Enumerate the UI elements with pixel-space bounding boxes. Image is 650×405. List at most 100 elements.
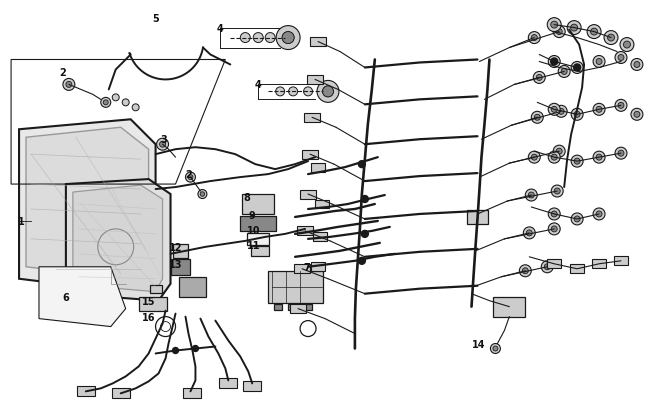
Bar — [304, 113, 320, 122]
Circle shape — [322, 87, 333, 98]
Text: 4: 4 — [255, 80, 261, 90]
Bar — [138, 297, 166, 311]
Circle shape — [571, 25, 578, 32]
Bar — [170, 259, 190, 275]
Circle shape — [623, 42, 630, 49]
Circle shape — [593, 104, 605, 116]
Text: 7: 7 — [304, 262, 311, 272]
Circle shape — [593, 209, 605, 220]
Circle shape — [574, 216, 580, 222]
Circle shape — [361, 196, 369, 203]
Bar — [307, 76, 323, 85]
Text: 12: 12 — [169, 242, 182, 252]
Circle shape — [551, 22, 558, 29]
Circle shape — [531, 36, 538, 41]
Circle shape — [276, 27, 300, 50]
Polygon shape — [19, 120, 155, 294]
Text: 8: 8 — [244, 192, 251, 202]
Bar — [268, 271, 322, 303]
Text: 11: 11 — [246, 240, 260, 250]
Circle shape — [122, 100, 129, 107]
Circle shape — [132, 104, 139, 111]
Circle shape — [358, 258, 365, 264]
Circle shape — [561, 69, 567, 75]
Circle shape — [631, 109, 643, 121]
Circle shape — [548, 152, 560, 164]
Circle shape — [528, 192, 534, 198]
Circle shape — [615, 52, 627, 64]
Circle shape — [553, 146, 566, 158]
Bar — [274, 304, 282, 310]
Circle shape — [558, 109, 564, 115]
Bar — [547, 260, 561, 269]
Circle shape — [112, 95, 119, 102]
Circle shape — [571, 213, 583, 225]
Circle shape — [551, 107, 557, 113]
Text: 10: 10 — [246, 225, 260, 235]
Circle shape — [615, 100, 627, 112]
Bar — [592, 260, 606, 269]
Bar — [80, 297, 102, 307]
Circle shape — [596, 211, 602, 217]
Circle shape — [551, 185, 563, 198]
Circle shape — [634, 112, 640, 118]
Circle shape — [608, 35, 614, 42]
Bar — [311, 263, 326, 272]
Bar — [310, 38, 326, 47]
Circle shape — [66, 82, 72, 88]
Text: 3: 3 — [160, 135, 167, 145]
Bar — [302, 150, 318, 159]
Text: 2: 2 — [60, 68, 66, 78]
Circle shape — [551, 155, 557, 161]
Circle shape — [553, 27, 566, 38]
Circle shape — [361, 231, 369, 238]
Circle shape — [591, 29, 597, 36]
Circle shape — [531, 155, 538, 161]
Polygon shape — [66, 180, 170, 301]
Bar — [467, 211, 488, 224]
Circle shape — [558, 66, 570, 78]
Circle shape — [304, 87, 313, 97]
Circle shape — [536, 75, 542, 81]
Circle shape — [556, 30, 562, 36]
Circle shape — [631, 60, 643, 71]
Circle shape — [526, 230, 532, 236]
Text: 1: 1 — [18, 216, 25, 226]
Bar — [297, 227, 313, 236]
Bar — [493, 297, 525, 317]
Bar — [112, 388, 129, 399]
Circle shape — [596, 60, 602, 65]
Circle shape — [254, 34, 263, 43]
Circle shape — [556, 149, 562, 155]
Circle shape — [533, 72, 545, 84]
Circle shape — [555, 106, 567, 118]
Bar — [252, 246, 269, 256]
Circle shape — [192, 345, 198, 352]
Bar — [315, 200, 330, 209]
Polygon shape — [39, 267, 125, 327]
Circle shape — [551, 60, 557, 65]
Bar — [570, 264, 584, 274]
Bar — [240, 217, 276, 232]
Circle shape — [528, 32, 540, 45]
Circle shape — [525, 190, 538, 202]
Circle shape — [567, 21, 581, 36]
Bar — [288, 304, 296, 310]
Circle shape — [200, 192, 205, 197]
Circle shape — [265, 34, 275, 43]
Circle shape — [547, 19, 561, 32]
Bar — [300, 190, 316, 199]
Bar — [294, 264, 310, 274]
Circle shape — [101, 98, 111, 108]
Circle shape — [172, 347, 179, 354]
Circle shape — [240, 34, 250, 43]
Bar — [290, 305, 306, 313]
Circle shape — [188, 175, 193, 180]
Text: 14: 14 — [472, 339, 485, 349]
Circle shape — [493, 346, 498, 351]
Circle shape — [159, 142, 166, 148]
Circle shape — [618, 103, 624, 109]
Text: 15: 15 — [142, 296, 155, 306]
Circle shape — [551, 211, 557, 217]
Text: 9: 9 — [249, 211, 255, 220]
